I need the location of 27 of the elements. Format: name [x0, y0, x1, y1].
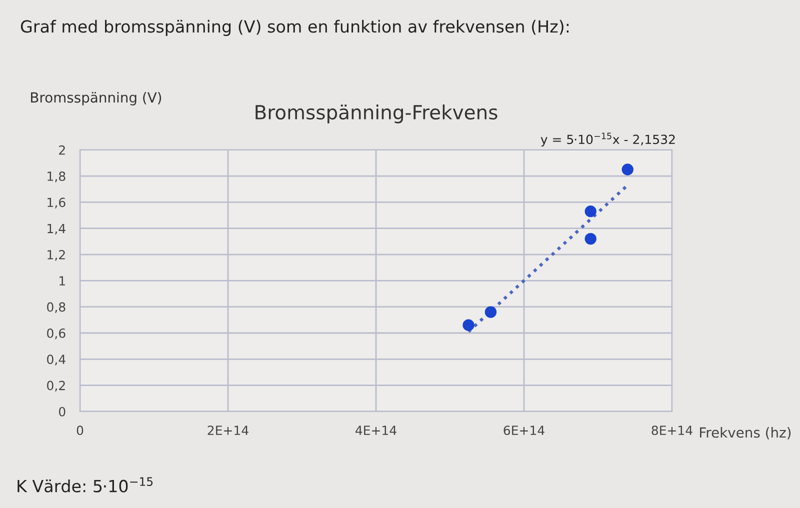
x-tick-label: 2E+14	[208, 426, 248, 435]
text: Graf med bromsspänning (V) som en funktion av frekvensen (Hz):	[20, 20, 569, 36]
x-tick-label: 4E+14	[355, 426, 396, 435]
y-tick-label: 1,6	[48, 198, 66, 208]
y-tick-label: 0	[58, 406, 66, 416]
point	[484, 306, 497, 318]
chart-title: Bromsspänning-Frekvens	[256, 104, 498, 124]
y-tick-label: 0,2	[47, 380, 65, 392]
point	[584, 205, 596, 218]
point	[622, 164, 634, 176]
point	[462, 319, 474, 331]
y-tick-label: 0,4	[47, 354, 66, 366]
x-tick-label: 6E+14	[504, 426, 544, 436]
y-axis-title: Bromsspänning (V)	[31, 92, 162, 106]
text: y = 5·10$^{−15}$x - 2,1532	[540, 132, 675, 147]
y-tick-label: 0,6	[47, 328, 66, 340]
y-tick-label: 1,2	[48, 250, 65, 261]
x-tick-label: 8E+14	[652, 426, 692, 436]
y-tick-label: 2	[59, 145, 65, 155]
point	[584, 232, 596, 245]
y-tick-label: 1,4	[48, 224, 66, 235]
x-tick-label: 0	[76, 426, 84, 436]
y-tick-label: 0,8	[47, 302, 66, 314]
y-tick-label: 1	[60, 276, 65, 286]
y-tick-label: 1,8	[48, 171, 66, 182]
x-axis-title: Frekvens (hz)	[700, 426, 791, 440]
text: K Värde: 5·10$^{−15}$	[18, 477, 153, 492]
